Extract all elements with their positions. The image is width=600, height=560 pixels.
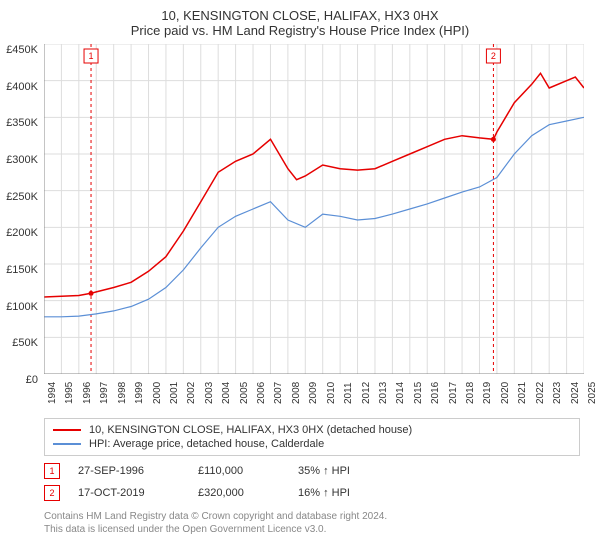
- y-tick-label: £450K: [6, 44, 38, 56]
- x-tick-label: 2000: [152, 382, 163, 404]
- marker-row: 2 17-OCT-2019£320,00016% ↑ HPI: [44, 482, 580, 504]
- x-tick-label: 2022: [535, 382, 546, 404]
- x-tick-label: 2001: [169, 382, 180, 404]
- x-tick-label: 2017: [448, 382, 459, 404]
- y-tick-label: £0: [26, 374, 38, 386]
- x-tick-label: 2011: [343, 382, 354, 404]
- x-tick-label: 2019: [482, 382, 493, 404]
- marker-row: 1 27-SEP-1996£110,00035% ↑ HPI: [44, 460, 580, 482]
- x-tick-label: 1999: [134, 382, 145, 404]
- footer-line: Contains HM Land Registry data © Crown c…: [44, 510, 580, 523]
- x-tick-label: 2004: [221, 382, 232, 404]
- x-tick-label: 2014: [395, 382, 406, 404]
- y-tick-label: £350K: [6, 117, 38, 129]
- marker-price: £320,000: [198, 487, 298, 499]
- x-tick-label: 2013: [378, 382, 389, 404]
- x-axis-labels: 1994 1995 1996 1997 1998 1999 2000 2001 2002 2003…: [44, 374, 584, 414]
- x-tick-label: 1996: [82, 382, 93, 404]
- x-tick-label: 2002: [186, 382, 197, 404]
- marker-id-box: 1: [44, 463, 60, 479]
- x-tick-label: 2024: [570, 382, 581, 404]
- y-tick-label: £250K: [6, 191, 38, 203]
- legend: 10, KENSINGTON CLOSE, HALIFAX, HX3 0HX (…: [44, 418, 580, 456]
- marker-price: £110,000: [198, 465, 298, 477]
- x-tick-label: 1995: [64, 382, 75, 404]
- page-subtitle: Price paid vs. HM Land Registry's House …: [0, 23, 600, 44]
- x-tick-label: 1994: [47, 382, 58, 404]
- marker-date: 27-SEP-1996: [78, 465, 198, 477]
- marker-date: 17-OCT-2019: [78, 487, 198, 499]
- legend-item: 10, KENSINGTON CLOSE, HALIFAX, HX3 0HX (…: [53, 423, 571, 437]
- svg-text:2: 2: [491, 51, 496, 61]
- marker-table: 1 27-SEP-1996£110,00035% ↑ HPI 2 17-OCT-201…: [44, 460, 580, 504]
- x-tick-label: 2010: [326, 382, 337, 404]
- x-tick-label: 2007: [273, 382, 284, 404]
- svg-text:1: 1: [89, 51, 94, 61]
- x-tick-label: 1998: [117, 382, 128, 404]
- chart-area: 12 1994199519961997199819992000200120022…: [44, 44, 584, 414]
- y-tick-label: £400K: [6, 81, 38, 93]
- y-tick-label: £200K: [6, 227, 38, 239]
- x-tick-label: 2005: [239, 382, 250, 404]
- x-tick-label: 2006: [256, 382, 267, 404]
- chart-svg: 12: [44, 44, 584, 374]
- chart-container: 10, KENSINGTON CLOSE, HALIFAX, HX3 0HX P…: [0, 0, 600, 560]
- x-tick-label: 2003: [204, 382, 215, 404]
- legend-swatch: [53, 429, 81, 431]
- y-tick-label: £300K: [6, 154, 38, 166]
- x-tick-label: 2012: [361, 382, 372, 404]
- legend-label: HPI: Average price, detached house, Cald…: [89, 438, 324, 450]
- x-tick-label: 2009: [308, 382, 319, 404]
- marker-delta: 16% ↑ HPI: [298, 487, 350, 499]
- x-tick-label: 2023: [552, 382, 563, 404]
- legend-item: HPI: Average price, detached house, Cald…: [53, 437, 571, 451]
- marker-id-box: 2: [44, 485, 60, 501]
- x-tick-label: 2018: [465, 382, 476, 404]
- footer: Contains HM Land Registry data © Crown c…: [44, 510, 580, 536]
- x-tick-label: 2008: [291, 382, 302, 404]
- x-tick-label: 2020: [500, 382, 511, 404]
- x-tick-label: 2025: [587, 382, 598, 404]
- y-tick-label: £150K: [6, 264, 38, 276]
- legend-swatch: [53, 443, 81, 445]
- x-tick-label: 2015: [413, 382, 424, 404]
- legend-label: 10, KENSINGTON CLOSE, HALIFAX, HX3 0HX (…: [89, 424, 412, 436]
- x-tick-label: 2021: [517, 382, 528, 404]
- y-tick-label: £50K: [12, 337, 38, 349]
- marker-delta: 35% ↑ HPI: [298, 465, 350, 477]
- y-tick-label: £100K: [6, 301, 38, 313]
- page-title: 10, KENSINGTON CLOSE, HALIFAX, HX3 0HX: [0, 0, 600, 23]
- x-tick-label: 2016: [430, 382, 441, 404]
- x-tick-label: 1997: [99, 382, 110, 404]
- footer-line: This data is licensed under the Open Gov…: [44, 523, 580, 536]
